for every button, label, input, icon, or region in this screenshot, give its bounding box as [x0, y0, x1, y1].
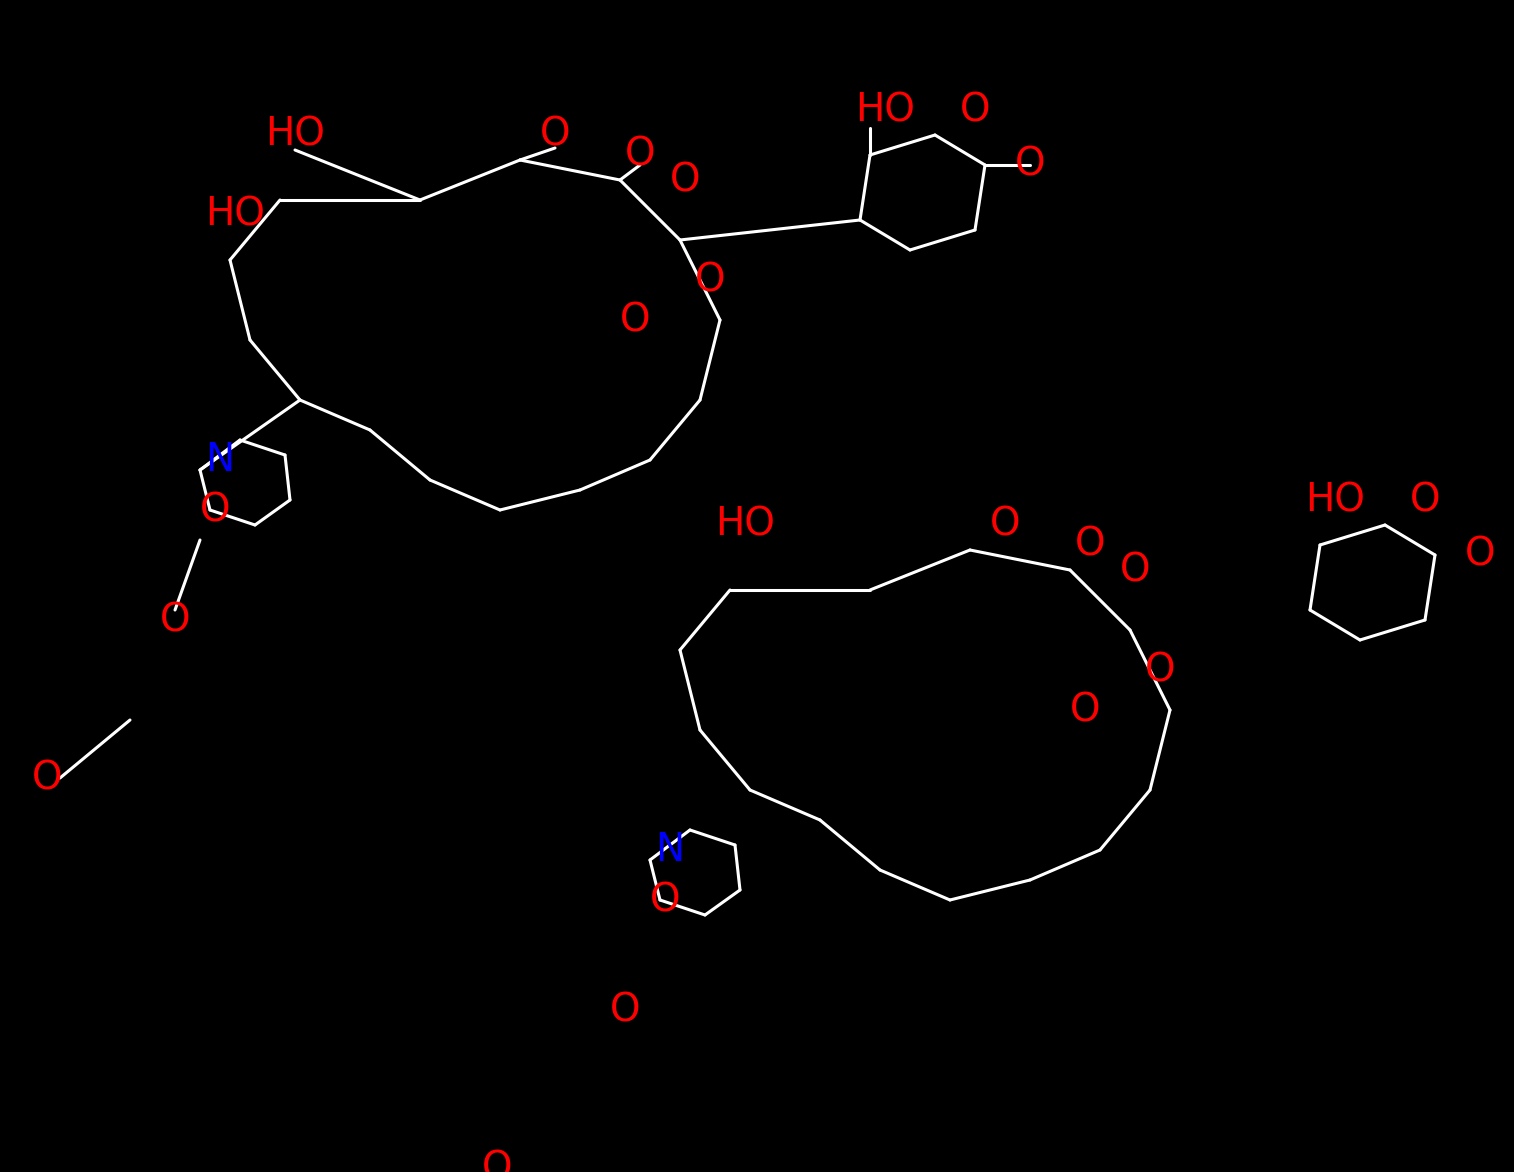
Text: O: O	[1410, 481, 1440, 519]
Text: O: O	[960, 91, 990, 129]
Text: O: O	[1075, 526, 1105, 564]
Text: O: O	[1070, 691, 1101, 729]
Text: O: O	[1464, 536, 1496, 574]
Text: O: O	[200, 491, 230, 529]
Text: O: O	[1120, 551, 1151, 590]
Text: O: O	[625, 136, 656, 173]
Text: O: O	[32, 759, 62, 797]
Text: O: O	[160, 601, 191, 639]
Text: O: O	[650, 881, 680, 919]
Text: O: O	[481, 1149, 512, 1172]
Text: HO: HO	[265, 116, 326, 154]
Text: O: O	[610, 992, 640, 1029]
Text: HO: HO	[204, 196, 265, 234]
Text: O: O	[619, 301, 650, 339]
Text: O: O	[1145, 650, 1175, 689]
Text: N: N	[206, 441, 235, 479]
Text: N: N	[656, 831, 684, 868]
Text: O: O	[540, 116, 571, 154]
Text: HO: HO	[715, 506, 775, 544]
Text: O: O	[669, 161, 701, 199]
Text: O: O	[990, 506, 1020, 544]
Text: O: O	[695, 261, 725, 299]
Text: HO: HO	[855, 91, 914, 129]
Text: HO: HO	[1305, 481, 1366, 519]
Text: O: O	[1014, 146, 1045, 184]
